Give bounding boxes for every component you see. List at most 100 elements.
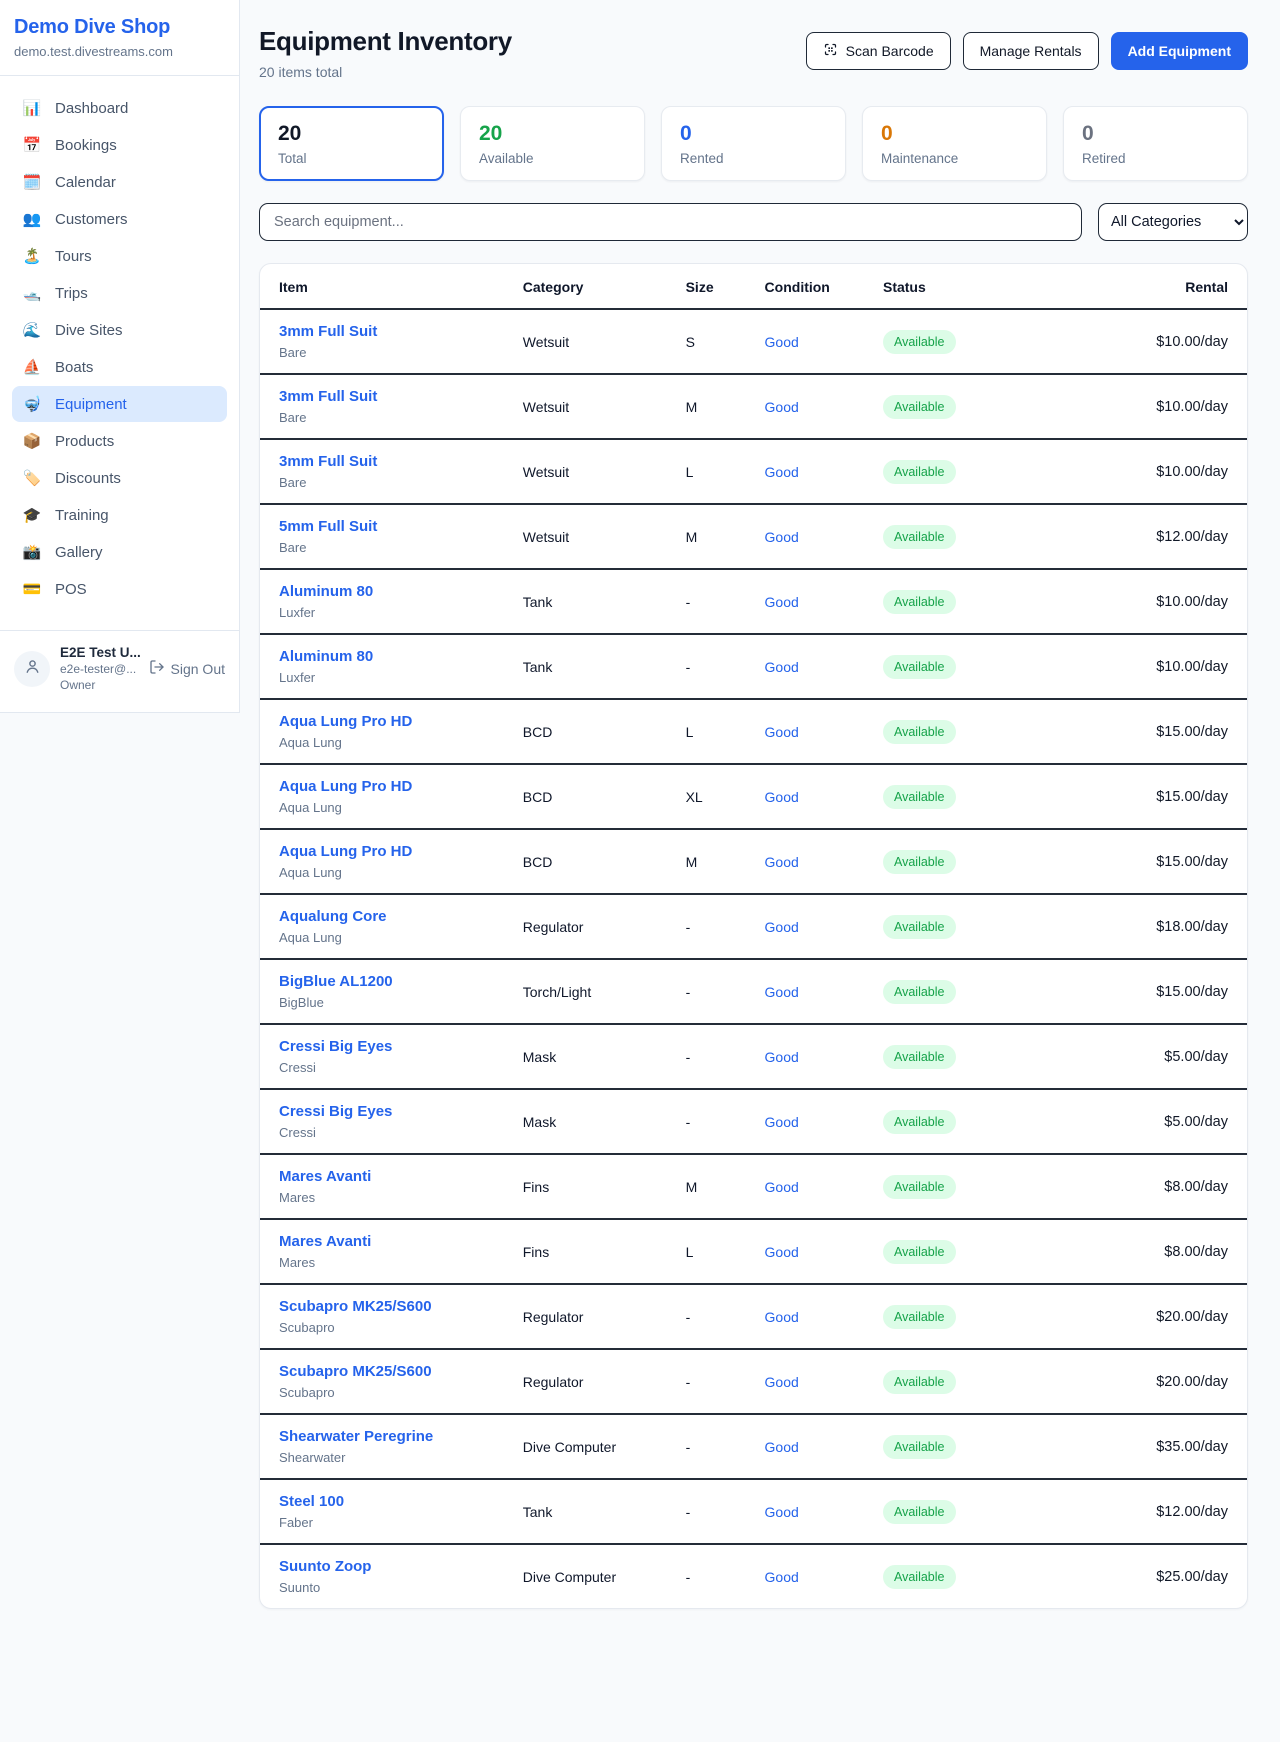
item-condition-link[interactable]: Good: [764, 593, 799, 610]
item-brand: Aqua Lung: [279, 865, 342, 880]
sidebar-item-pos[interactable]: 💳 POS: [12, 571, 227, 607]
item-name-link[interactable]: Scubapro MK25/S600: [279, 1298, 432, 1315]
item-name-link[interactable]: 3mm Full Suit: [279, 453, 378, 470]
sidebar-item-tours[interactable]: 🏝️ Tours: [12, 238, 227, 274]
sidebar-nav: 📊 Dashboard 📅 Bookings 🗓️ Calendar 👥 Cus…: [0, 76, 239, 616]
item-condition-link[interactable]: Good: [764, 1178, 799, 1195]
sidebar-item-calendar[interactable]: 🗓️ Calendar: [12, 164, 227, 200]
item-name-link[interactable]: Cressi Big Eyes: [279, 1038, 393, 1055]
filters-row: All Categories: [259, 203, 1248, 241]
item-rental-rate: $15.00/day: [1019, 764, 1247, 830]
item-name-link[interactable]: Steel 100: [279, 1493, 345, 1510]
item-condition-link[interactable]: Good: [764, 918, 799, 935]
credit-card-icon: 💳: [22, 581, 42, 598]
item-brand: Bare: [279, 475, 307, 490]
item-size: -: [669, 634, 749, 700]
scan-barcode-button[interactable]: Scan Barcode: [805, 32, 951, 70]
sidebar-item-label: Discounts: [55, 469, 121, 487]
item-condition-link[interactable]: Good: [764, 398, 799, 415]
item-name-link[interactable]: Shearwater Peregrine: [279, 1428, 434, 1445]
sidebar-item-dive-sites[interactable]: 🌊 Dive Sites: [12, 312, 227, 348]
item-name-link[interactable]: Aqua Lung Pro HD: [279, 843, 413, 860]
category-filter-select[interactable]: All Categories: [1098, 203, 1248, 241]
table-row: Aqualung Core Aqua Lung Regulator - Good…: [260, 894, 1247, 960]
sidebar-item-boats[interactable]: ⛵ Boats: [12, 349, 227, 385]
item-name-link[interactable]: Scubapro MK25/S600: [279, 1363, 432, 1380]
brand-block: Demo Dive Shop demo.test.divestreams.com: [0, 0, 239, 76]
sidebar-item-label: Tours: [55, 247, 92, 265]
label-tag-icon: 🏷️: [22, 470, 42, 487]
item-name-link[interactable]: Aqua Lung Pro HD: [279, 778, 413, 795]
item-name-link[interactable]: Aluminum 80: [279, 648, 374, 665]
item-condition-link[interactable]: Good: [764, 333, 799, 350]
item-brand: Aqua Lung: [279, 800, 342, 815]
item-condition-link[interactable]: Good: [764, 1568, 799, 1585]
item-condition-link[interactable]: Good: [764, 788, 799, 805]
item-name-link[interactable]: BigBlue AL1200: [279, 973, 393, 990]
sidebar-item-label: Dashboard: [55, 99, 129, 117]
sidebar-item-products[interactable]: 📦 Products: [12, 423, 227, 459]
table-row: Cressi Big Eyes Cressi Mask - Good Avail…: [260, 1089, 1247, 1155]
item-condition-link[interactable]: Good: [764, 853, 799, 870]
bar-chart-icon: 📊: [22, 100, 42, 117]
search-input[interactable]: [259, 203, 1082, 241]
item-name-link[interactable]: Mares Avanti: [279, 1233, 372, 1250]
stat-card[interactable]: 0 Rented: [661, 106, 846, 181]
sidebar-item-equipment[interactable]: 🤿 Equipment: [12, 386, 227, 422]
stat-card[interactable]: 20 Available: [460, 106, 645, 181]
item-name-link[interactable]: 5mm Full Suit: [279, 518, 378, 535]
sidebar-item-bookings[interactable]: 📅 Bookings: [12, 127, 227, 163]
item-condition-link[interactable]: Good: [764, 1438, 799, 1455]
item-name-link[interactable]: Aqualung Core: [279, 908, 387, 925]
item-name-link[interactable]: 3mm Full Suit: [279, 388, 378, 405]
item-name-link[interactable]: 3mm Full Suit: [279, 323, 378, 340]
sidebar-item-training[interactable]: 🎓 Training: [12, 497, 227, 533]
item-condition-link[interactable]: Good: [764, 1308, 799, 1325]
stat-value: 0: [680, 122, 692, 145]
status-badge: Available: [882, 589, 956, 614]
sidebar-item-label: Equipment: [55, 395, 127, 413]
item-category: Regulator: [506, 1284, 670, 1350]
barcode-scan-icon: [823, 42, 838, 60]
brand-title[interactable]: Demo Dive Shop: [14, 16, 171, 38]
sidebar-item-label: Customers: [55, 210, 128, 228]
item-condition-link[interactable]: Good: [764, 463, 799, 480]
sidebar-item-gallery[interactable]: 📸 Gallery: [12, 534, 227, 570]
sidebar-item-trips[interactable]: 🛥️ Trips: [12, 275, 227, 311]
item-name-link[interactable]: Mares Avanti: [279, 1168, 372, 1185]
item-condition-link[interactable]: Good: [764, 1048, 799, 1065]
package-icon: 📦: [22, 433, 42, 450]
item-category: Torch/Light: [506, 959, 670, 1025]
stat-card[interactable]: 0 Maintenance: [862, 106, 1047, 181]
item-rental-rate: $8.00/day: [1019, 1154, 1247, 1220]
sidebar-item-customers[interactable]: 👥 Customers: [12, 201, 227, 237]
item-size: S: [669, 309, 749, 375]
item-condition-link[interactable]: Good: [764, 528, 799, 545]
item-name-link[interactable]: Cressi Big Eyes: [279, 1103, 393, 1120]
item-rental-rate: $15.00/day: [1019, 829, 1247, 895]
item-condition-link[interactable]: Good: [764, 1503, 799, 1520]
item-condition-link[interactable]: Good: [764, 1243, 799, 1260]
table-row: Scubapro MK25/S600 Scubapro Regulator - …: [260, 1349, 1247, 1415]
item-category: Dive Computer: [506, 1414, 670, 1480]
sidebar-item-dashboard[interactable]: 📊 Dashboard: [12, 90, 227, 126]
sign-out-button[interactable]: Sign Out: [149, 659, 225, 678]
page-header: Equipment Inventory 20 items total: [259, 26, 1248, 80]
sidebar-user-footer: E2E Test U... e2e-tester@... Owner Sign …: [0, 630, 239, 702]
sidebar-item-discounts[interactable]: 🏷️ Discounts: [12, 460, 227, 496]
item-name-link[interactable]: Aluminum 80: [279, 583, 374, 600]
item-condition-link[interactable]: Good: [764, 983, 799, 1000]
item-name-link[interactable]: Suunto Zoop: [279, 1558, 372, 1575]
item-condition-link[interactable]: Good: [764, 658, 799, 675]
stat-card[interactable]: 20 Total: [259, 106, 444, 181]
item-condition-link[interactable]: Good: [764, 723, 799, 740]
add-equipment-button[interactable]: Add Equipment: [1110, 32, 1248, 70]
item-condition-link[interactable]: Good: [764, 1113, 799, 1130]
app-root: Demo Dive Shop demo.test.divestreams.com…: [0, 0, 1248, 1609]
stat-card[interactable]: 0 Retired: [1063, 106, 1248, 181]
manage-rentals-button[interactable]: Manage Rentals: [962, 32, 1099, 70]
wave-icon: 🌊: [22, 322, 42, 339]
item-name-link[interactable]: Aqua Lung Pro HD: [279, 713, 413, 730]
item-size: -: [669, 1089, 749, 1155]
item-condition-link[interactable]: Good: [764, 1373, 799, 1390]
